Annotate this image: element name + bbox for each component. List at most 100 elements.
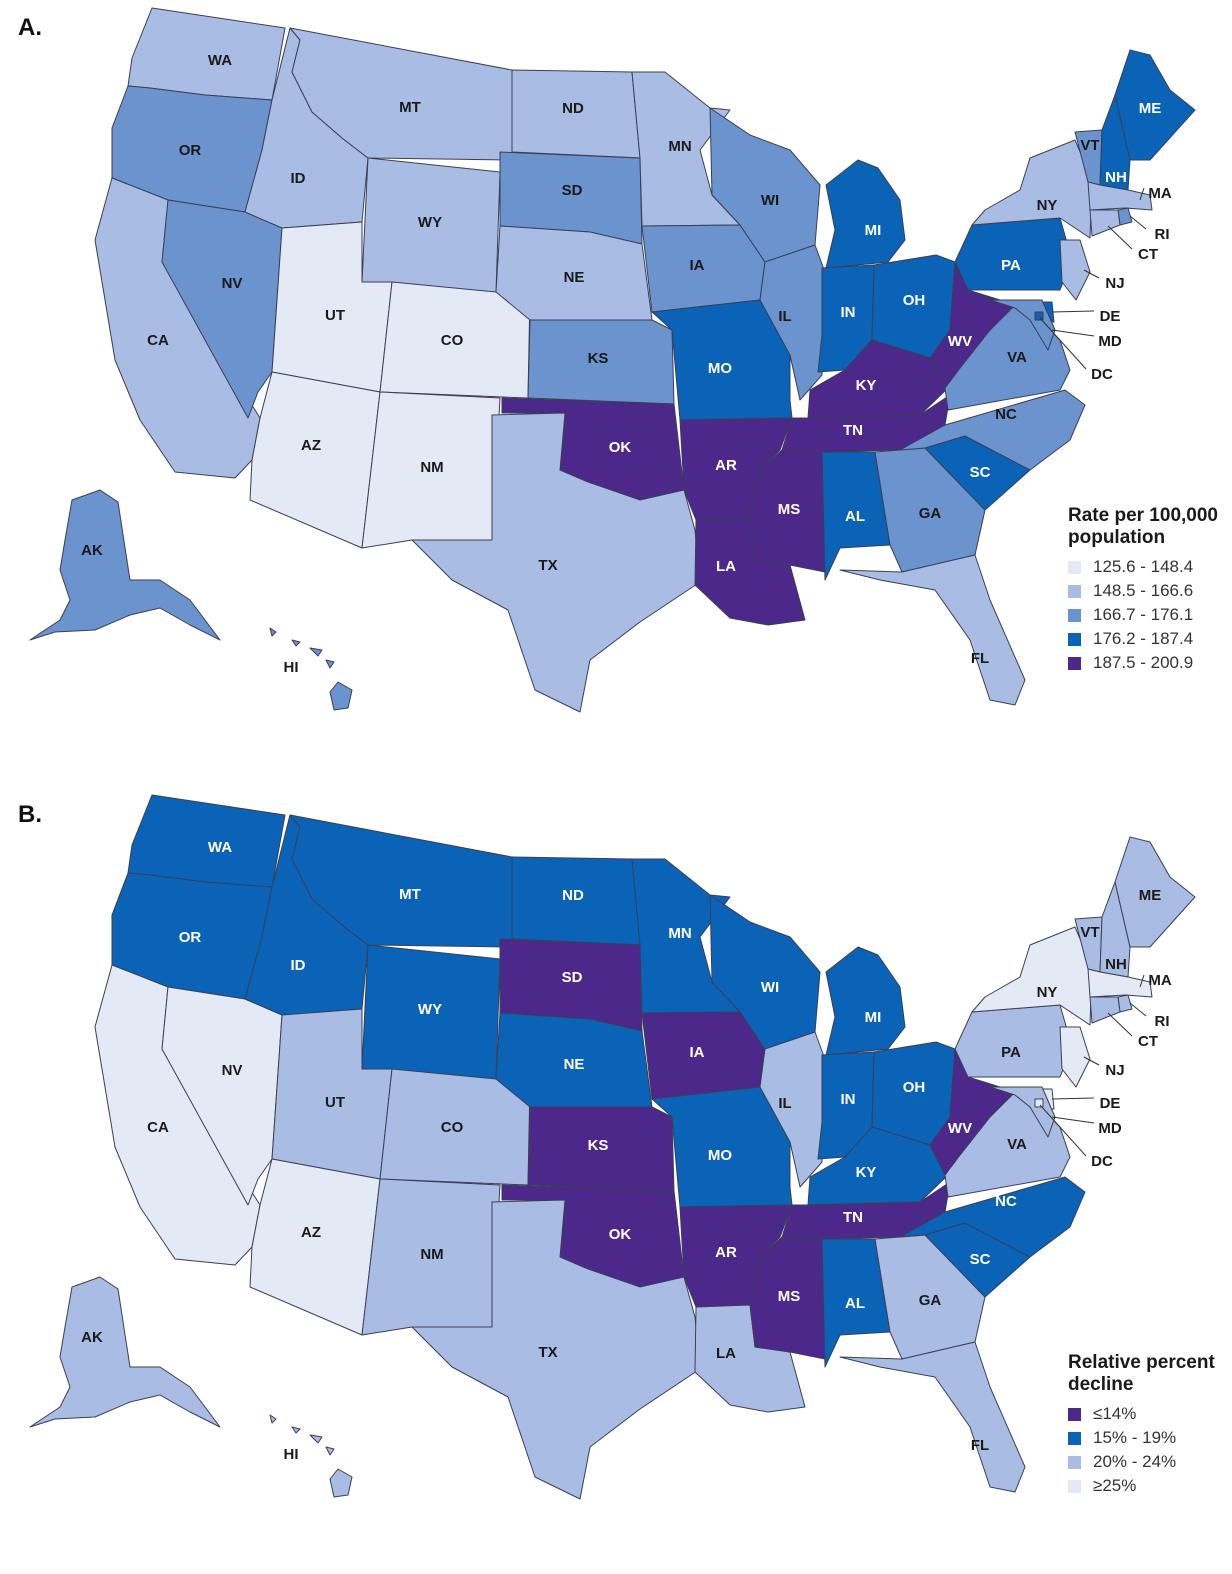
legend-a-bin-4: 176.2 - 187.4 <box>1093 629 1194 648</box>
legend-b-bin-4: ≥25% <box>1093 1476 1137 1495</box>
map-a-state-il <box>759 244 827 401</box>
map-a-label-or: OR <box>179 142 202 159</box>
map-b-label-tx: TX <box>538 1344 557 1361</box>
map-a-state-hi <box>269 627 353 711</box>
map-b-label-de: DE <box>1100 1095 1121 1112</box>
panel-a-label: A. <box>18 14 42 41</box>
map-b-state-fl <box>839 1341 1026 1493</box>
legend-b-bin-1: ≤14% <box>1093 1404 1137 1423</box>
map-b-label-ma: MA <box>1148 972 1171 989</box>
map-a-state-az <box>249 371 381 549</box>
map-a-leader-ri <box>1129 215 1147 230</box>
map-b-state-nc <box>899 1176 1086 1258</box>
map-b-label-ne: NE <box>564 1056 585 1073</box>
map-a-state-pa <box>954 217 1073 291</box>
map-b-label-sd: SD <box>562 969 583 986</box>
legend-b: Relative percent decline ≤14% 15% - 19% … <box>1068 1352 1228 1498</box>
map-a-label-ky: KY <box>856 377 877 394</box>
legend-a-title-1: Rate per 100,000 <box>1068 505 1218 526</box>
map-b-label-ar: AR <box>715 1244 737 1261</box>
map-a: WA OR CA NV ID MT WY UT CO AZ NM ND SD NE KS OK TX MN IA MO… <box>29 7 1196 713</box>
map-b-label-az: AZ <box>301 1224 321 1241</box>
map-a-label-ne: NE <box>564 269 585 286</box>
map-b-state-mi <box>825 946 906 1056</box>
legend-a-bin-1: 125.6 - 148.4 <box>1093 557 1194 576</box>
map-b-label-ca: CA <box>147 1119 169 1136</box>
legend-b-swatch-4 <box>1068 1479 1081 1493</box>
map-a-label-la: LA <box>716 558 736 575</box>
legend-a-row: 176.2 - 187.4 <box>1068 627 1228 651</box>
map-b-state-tx <box>411 1199 701 1500</box>
map-a-label-ak: AK <box>81 542 103 559</box>
map-b-label-nc: NC <box>995 1193 1017 1210</box>
map-b-label-mo: MO <box>708 1147 732 1164</box>
map-b-label-or: OR <box>179 929 202 946</box>
map-a-state-nh <box>1099 94 1131 191</box>
map-a-state-ny <box>971 139 1093 239</box>
map-b-label-ia: IA <box>690 1044 705 1061</box>
map-a-state-ct <box>1089 209 1121 237</box>
map-a-label-pa: PA <box>1001 257 1021 274</box>
map-b-label-wi: WI <box>761 979 779 996</box>
map-b-label-ms: MS <box>778 1288 801 1305</box>
map-a-label-in: IN <box>841 304 856 321</box>
map-b-label-oh: OH <box>903 1079 926 1096</box>
map-a-label-ut: UT <box>325 307 345 324</box>
map-b-state-az <box>249 1158 381 1336</box>
map-b-label-me: ME <box>1139 887 1162 904</box>
map-a-state-tx <box>411 412 701 713</box>
legend-b-row: ≤14% <box>1068 1402 1228 1426</box>
map-b-label-co: CO <box>441 1119 464 1136</box>
map-a-label-nc: NC <box>995 406 1017 423</box>
map-b-leader-md <box>1051 1116 1095 1124</box>
map-b-leader-nj <box>1083 1056 1100 1066</box>
map-b-label-ri: RI <box>1155 1013 1170 1030</box>
legend-a-title-2: population <box>1068 527 1166 548</box>
map-a-label-nh: NH <box>1105 169 1127 186</box>
map-a-label-ok: OK <box>609 439 632 456</box>
map-a-state-al <box>821 451 891 581</box>
map-b: WA OR CA NV ID MT WY UT CO AZ NM ND SD NE KS OK TX MN IA MO… <box>29 794 1196 1500</box>
legend-b-bin-2: 15% - 19% <box>1093 1428 1177 1447</box>
map-a-label-sd: SD <box>562 182 583 199</box>
map-a-label-il: IL <box>778 308 791 325</box>
panel-a: A. WA OR CA NV ID MT WY UT CO AZ NM ND SD NE KS OK TX MN I… <box>18 7 1228 713</box>
map-a-label-ms: MS <box>778 501 801 518</box>
map-a-label-md: MD <box>1098 333 1121 350</box>
map-b-leader-ma <box>1139 974 1145 988</box>
map-a-label-az: AZ <box>301 437 321 454</box>
map-a-leader-md <box>1051 329 1095 337</box>
map-a-label-ca: CA <box>147 332 169 349</box>
map-a-label-co: CO <box>441 332 464 349</box>
map-a-leader-nj <box>1083 269 1100 279</box>
map-a-label-wa: WA <box>208 52 232 69</box>
legend-b-swatch-3 <box>1068 1455 1081 1469</box>
map-b-label-al: AL <box>845 1295 865 1312</box>
map-b-label-vt: VT <box>1080 924 1099 941</box>
map-b-leader-de <box>1051 1097 1095 1100</box>
map-a-label-wy: WY <box>418 214 442 231</box>
map-a-state-wa <box>127 7 286 101</box>
map-a-label-mi: MI <box>865 222 882 239</box>
legend-b-title-2: decline <box>1068 1374 1134 1395</box>
map-b-label-hi: HI <box>284 1446 299 1463</box>
map-a-label-sc: SC <box>970 464 991 481</box>
map-b-label-nd: ND <box>562 887 584 904</box>
map-a-label-dc: DC <box>1091 366 1113 383</box>
legend-a-bin-2: 148.5 - 166.6 <box>1093 581 1194 600</box>
map-a-leader-ma <box>1139 187 1145 201</box>
map-a-label-nj: NJ <box>1105 275 1124 292</box>
map-b-label-ks: KS <box>588 1137 609 1154</box>
map-b-state-pa <box>954 1004 1073 1078</box>
legend-a-swatch-2 <box>1068 584 1081 598</box>
map-a-state-ak <box>29 489 221 641</box>
map-b-label-nm: NM <box>420 1246 443 1263</box>
map-b-state-ks <box>527 1106 675 1192</box>
map-a-label-nm: NM <box>420 459 443 476</box>
map-a-label-ma: MA <box>1148 185 1171 202</box>
map-a-state-nc <box>899 389 1086 471</box>
legend-b-row: 20% - 24% <box>1068 1450 1228 1474</box>
map-b-label-id: ID <box>291 957 306 974</box>
map-b-label-ga: GA <box>919 1292 942 1309</box>
legend-a-row: 187.5 - 200.9 <box>1068 651 1228 675</box>
